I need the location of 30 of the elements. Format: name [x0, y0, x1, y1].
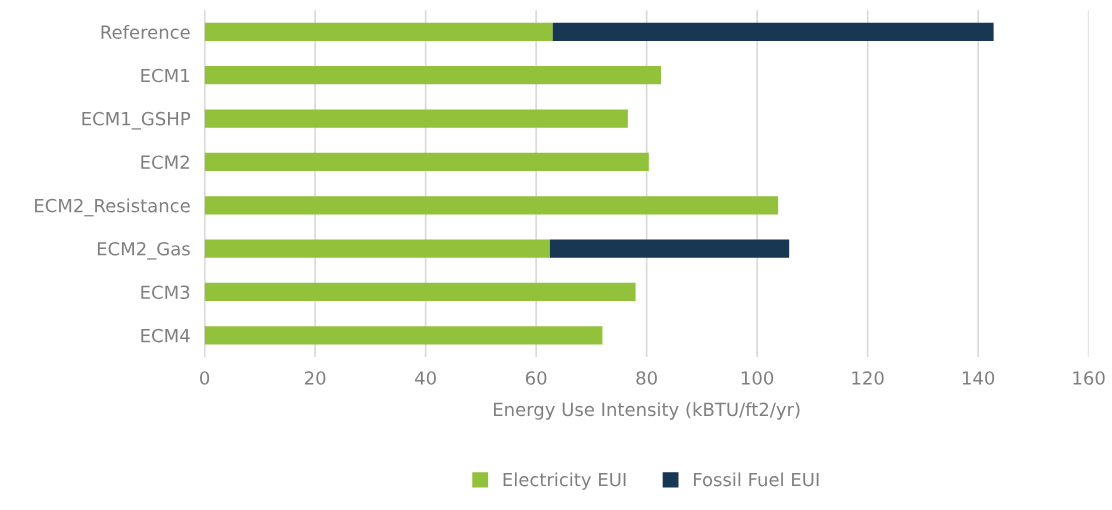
bar — [204, 196, 779, 215]
y-tick-label: ECM2_Gas — [97, 241, 190, 260]
x-tick-label: 80 — [636, 371, 657, 385]
legend-label: Fossil Fuel EUI — [694, 472, 819, 487]
y-tick-label: ECM1 — [141, 68, 190, 83]
x-tick-label: 100 — [741, 371, 774, 385]
bar — [204, 326, 603, 345]
bar — [204, 239, 550, 258]
y-tick-label: ECM4 — [141, 328, 190, 343]
x-tick-label: 40 — [415, 371, 436, 385]
y-tick-label: ECM2 — [141, 155, 189, 170]
y-tick-label: ECM1_GSHP — [82, 111, 191, 130]
y-tick-label: Reference — [101, 25, 190, 39]
bar — [204, 282, 636, 302]
bar — [552, 22, 994, 41]
bar — [204, 66, 661, 85]
bar — [549, 239, 790, 258]
y-tick-label: ECM3 — [141, 285, 190, 300]
y-tick-label: ECM2_Resistance — [35, 198, 190, 217]
x-tick-label: 120 — [852, 371, 884, 385]
x-tick-label: 160 — [1073, 371, 1105, 385]
bar — [204, 22, 553, 41]
x-tick-label: 140 — [962, 371, 995, 385]
x-axis-title: Energy Use Intensity (kBTU/ft2/yr) — [494, 402, 800, 420]
bar — [204, 109, 628, 128]
bar — [204, 152, 649, 172]
x-tick-label: 0 — [200, 371, 210, 385]
x-tick-label: 20 — [304, 371, 326, 385]
x-tick-label: 60 — [525, 371, 547, 385]
legend-label: Electricity EUI — [503, 472, 626, 490]
